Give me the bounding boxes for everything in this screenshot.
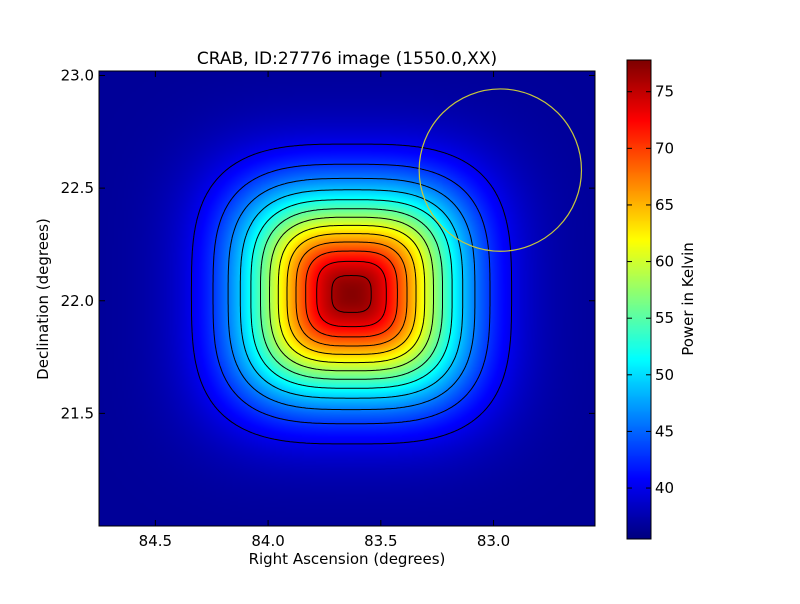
contour-line: [277, 224, 426, 364]
x-tick-label: 84.5: [139, 532, 172, 550]
contour-line: [227, 177, 476, 411]
colorbar-frame: [626, 59, 652, 540]
x-tick-label: 84.0: [251, 532, 284, 550]
colorbar-tick-label: 55: [655, 309, 674, 327]
colorbar-tick-label: 65: [655, 196, 674, 214]
y-tick-label: 21.5: [61, 404, 94, 422]
contour-line: [331, 275, 372, 313]
contour-line: [250, 199, 453, 389]
heatmap-plot-area: [98, 70, 596, 527]
y-tick-label: 23.0: [61, 67, 94, 85]
colorbar-tick-label: 75: [655, 83, 674, 101]
colorbar-tick-label: 50: [655, 366, 674, 384]
y-axis-label: Declination (degrees): [34, 218, 52, 380]
contour-line: [212, 163, 491, 425]
beam-circle: [418, 88, 583, 252]
colorbar: 40 45 50 55 60 65 70 75 Power in Kelvin: [626, 59, 697, 540]
x-axis-ticks: 84.5 84.0 83.5 83.0: [139, 71, 510, 550]
contour-line: [305, 250, 398, 338]
x-axis-label: Right Ascension (degrees): [249, 550, 446, 568]
contour-line: [190, 143, 513, 445]
colorbar-gradient: [627, 60, 651, 539]
x-tick-label: 83.0: [477, 532, 510, 550]
colorbar-ticks: 40 45 50 55 60 65 70 75: [627, 83, 674, 497]
contour-line: [239, 189, 464, 399]
heatmap-image: [99, 71, 595, 526]
y-axis-ticks: 21.5 22.0 22.5 23.0: [61, 67, 595, 422]
colorbar-tick-label: 45: [655, 422, 674, 440]
colorbar-label: Power in Kelvin: [679, 242, 697, 356]
contour-line: [316, 260, 387, 328]
contour-line: [286, 233, 417, 355]
colorbar-tick-label: 70: [655, 139, 674, 157]
colorbar-tick-label: 60: [655, 253, 674, 271]
x-tick-label: 83.5: [364, 532, 397, 550]
contour-lines: [190, 143, 513, 445]
y-tick-label: 22.5: [61, 179, 94, 197]
contour-line: [295, 241, 408, 347]
colorbar-tick-label: 40: [655, 479, 674, 497]
chart-title: CRAB, ID:27776 image (1550.0,XX): [197, 49, 497, 69]
plot-frame: [98, 70, 596, 527]
y-tick-label: 22.0: [61, 292, 94, 310]
contour-line: [260, 208, 443, 380]
contour-line: [269, 216, 434, 372]
